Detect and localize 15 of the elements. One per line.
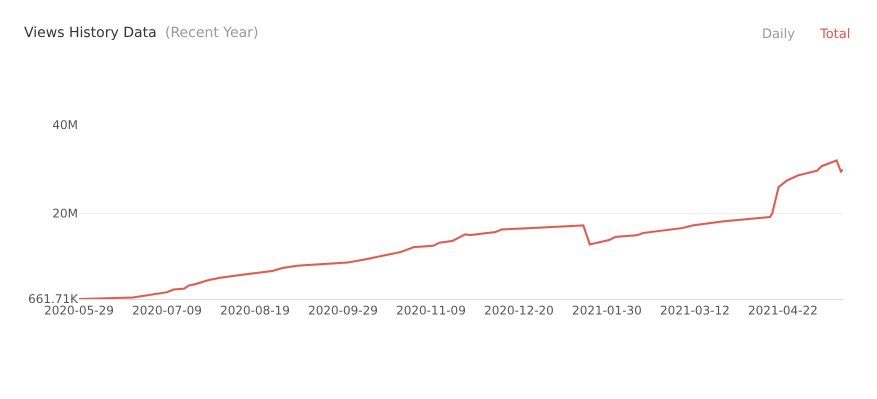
line-series bbox=[79, 159, 843, 299]
text: Total bbox=[819, 27, 850, 42]
x-tick-label: 2020-07-09 bbox=[132, 303, 202, 318]
x-tick-label: 2021-03-12 bbox=[660, 303, 730, 318]
x-tick-label: 2021-01-30 bbox=[572, 303, 642, 318]
text: Daily bbox=[762, 27, 796, 42]
chart-title: Views History Data bbox=[24, 25, 157, 41]
y-tick-label: 20M bbox=[52, 206, 78, 221]
x-tick-label: 2020-12-20 bbox=[484, 303, 554, 318]
x-tick-label: 2020-11-09 bbox=[396, 303, 466, 318]
x-tick-label: 2020-08-19 bbox=[220, 303, 290, 318]
chart-subtitle: (Recent Year) bbox=[165, 25, 258, 41]
x-tick-label: 2020-09-29 bbox=[308, 303, 378, 318]
x-tick-label: 2021-04-22 bbox=[748, 303, 818, 318]
y-tick-label: 40M bbox=[52, 118, 78, 132]
